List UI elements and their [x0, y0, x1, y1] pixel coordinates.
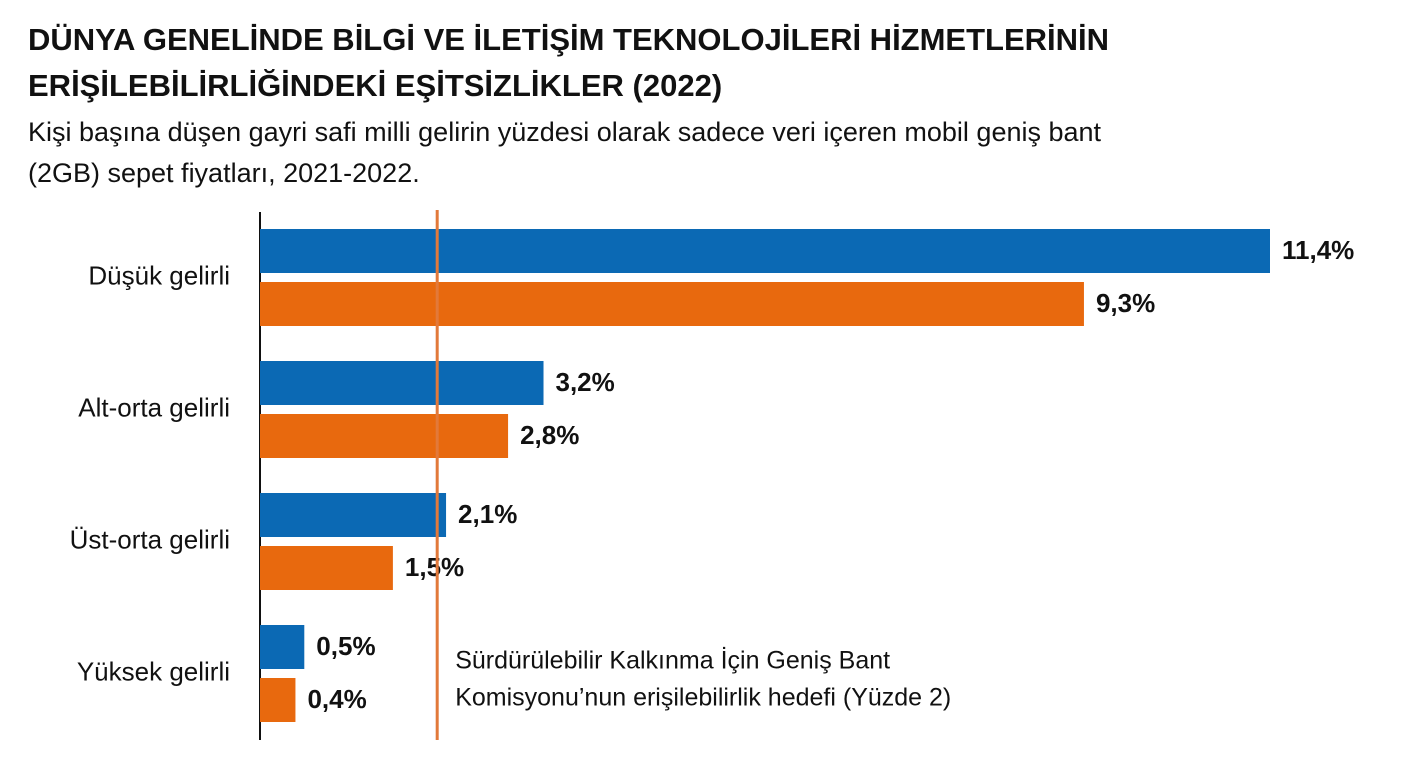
bar	[260, 546, 393, 590]
bar	[260, 361, 544, 405]
category-label: Üst-orta gelirli	[70, 524, 230, 554]
value-label: 2,8%	[520, 420, 579, 450]
bar	[260, 678, 296, 722]
reference-annotation: Sürdürülebilir Kalkınma İçin Geniş Bant	[455, 646, 890, 675]
chart-title: ERİŞİLEBİLİRLİĞİNDEKİ EŞİTSİZLİKLER (202…	[28, 68, 722, 103]
reference-annotation: Komisyonu’nun erişilebilirlik hedefi (Yü…	[455, 684, 951, 712]
bar	[260, 282, 1084, 326]
category-label: Düşük gelirli	[88, 260, 230, 290]
value-label: 0,5%	[316, 631, 375, 661]
chart-subtitle: (2GB) sepet fiyatları, 2021-2022.	[28, 158, 420, 188]
category-label: Alt-orta gelirli	[78, 392, 230, 422]
value-label: 3,2%	[556, 367, 615, 397]
value-label: 11,4%	[1282, 235, 1354, 265]
bar	[260, 493, 447, 537]
category-label: Yüksek gelirli	[77, 656, 230, 686]
value-label: 0,4%	[307, 684, 366, 714]
bar	[260, 229, 1270, 273]
chart-title: DÜNYA GENELİNDE BİLGİ VE İLETİŞİM TEKNOL…	[28, 22, 1109, 57]
value-label: 2,1%	[458, 499, 517, 529]
value-label: 9,3%	[1096, 288, 1155, 318]
bar	[260, 625, 305, 669]
value-label: 1,5%	[405, 552, 464, 582]
bar	[260, 414, 509, 458]
chart-subtitle: Kişi başına düşen gayri safi milli gelir…	[28, 117, 1102, 147]
